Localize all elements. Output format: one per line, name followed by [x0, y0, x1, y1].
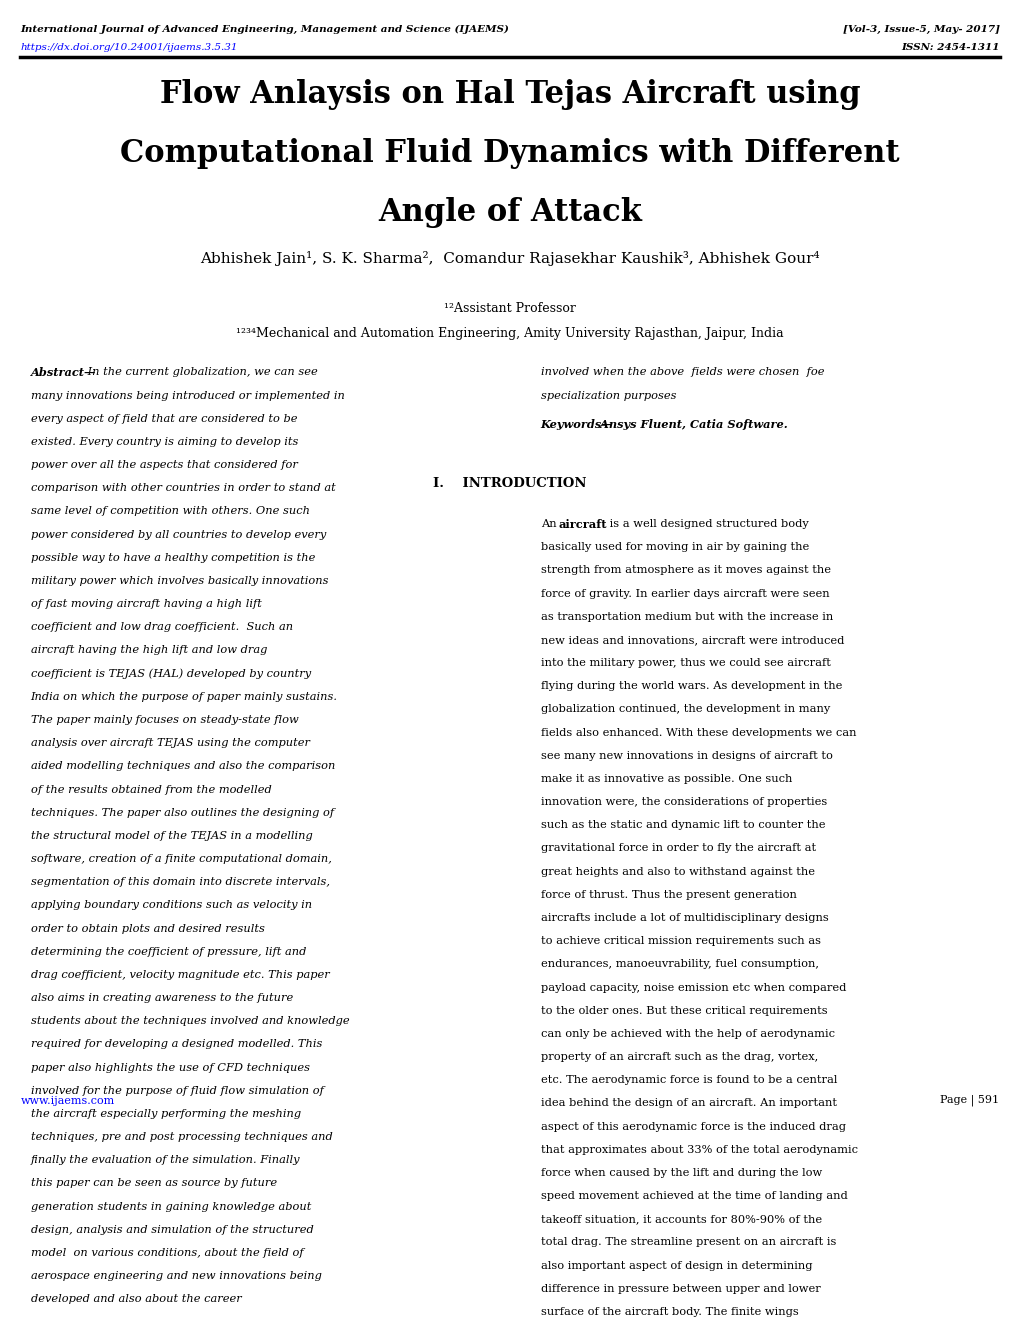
Text: military power which involves basically innovations: military power which involves basically … [31, 576, 328, 586]
Text: order to obtain plots and desired results: order to obtain plots and desired result… [31, 924, 264, 933]
Text: involved for the purpose of fluid flow simulation of: involved for the purpose of fluid flow s… [31, 1086, 323, 1096]
Text: specialization purposes: specialization purposes [540, 391, 676, 400]
Text: force of gravity. In earlier days aircraft were seen: force of gravity. In earlier days aircra… [540, 589, 828, 598]
Text: endurances, manoeuvrability, fuel consumption,: endurances, manoeuvrability, fuel consum… [540, 960, 818, 969]
Text: the structural model of the TEJAS in a modelling: the structural model of the TEJAS in a m… [31, 830, 312, 841]
Text: into the military power, thus we could see aircraft: into the military power, thus we could s… [540, 659, 829, 668]
Text: also important aspect of design in determining: also important aspect of design in deter… [540, 1261, 811, 1271]
Text: same level of competition with others. One such: same level of competition with others. O… [31, 507, 310, 516]
Text: required for developing a designed modelled. This: required for developing a designed model… [31, 1039, 322, 1049]
Text: aircraft: aircraft [557, 519, 606, 531]
Text: In the current globalization, we can see: In the current globalization, we can see [84, 367, 317, 378]
Text: total drag. The streamline present on an aircraft is: total drag. The streamline present on an… [540, 1237, 836, 1247]
Text: Abstract—: Abstract— [31, 367, 96, 379]
Text: involved when the above  fields were chosen  foe: involved when the above fields were chos… [540, 367, 823, 378]
Text: aided modelling techniques and also the comparison: aided modelling techniques and also the … [31, 762, 334, 771]
Text: determining the coefficient of pressure, lift and: determining the coefficient of pressure,… [31, 946, 306, 957]
Text: of fast moving aircraft having a high lift: of fast moving aircraft having a high li… [31, 599, 261, 609]
Text: make it as innovative as possible. One such: make it as innovative as possible. One s… [540, 774, 791, 784]
Text: comparison with other countries in order to stand at: comparison with other countries in order… [31, 483, 335, 494]
Text: drag coefficient, velocity magnitude etc. This paper: drag coefficient, velocity magnitude etc… [31, 970, 329, 979]
Text: coefficient is TEJAS (HAL) developed by country: coefficient is TEJAS (HAL) developed by … [31, 669, 311, 680]
Text: analysis over aircraft TEJAS using the computer: analysis over aircraft TEJAS using the c… [31, 738, 310, 748]
Text: The paper mainly focuses on steady-state flow: The paper mainly focuses on steady-state… [31, 715, 299, 725]
Text: coefficient and low drag coefficient.  Such an: coefficient and low drag coefficient. Su… [31, 622, 292, 632]
Text: can only be achieved with the help of aerodynamic: can only be achieved with the help of ae… [540, 1028, 834, 1039]
Text: that approximates about 33% of the total aerodynamic: that approximates about 33% of the total… [540, 1144, 857, 1155]
Text: finally the evaluation of the simulation. Finally: finally the evaluation of the simulation… [31, 1155, 300, 1166]
Text: difference in pressure between upper and lower: difference in pressure between upper and… [540, 1284, 819, 1294]
Text: to the older ones. But these critical requirements: to the older ones. But these critical re… [540, 1006, 826, 1015]
Text: Flow Anlaysis on Hal Tejas Aircraft using: Flow Anlaysis on Hal Tejas Aircraft usin… [160, 79, 859, 110]
Text: speed movement achieved at the time of landing and: speed movement achieved at the time of l… [540, 1191, 847, 1201]
Text: Computational Fluid Dynamics with Different: Computational Fluid Dynamics with Differ… [120, 137, 899, 169]
Text: property of an aircraft such as the drag, vortex,: property of an aircraft such as the drag… [540, 1052, 817, 1063]
Text: Page | 591: Page | 591 [940, 1094, 999, 1106]
Text: fields also enhanced. With these developments we can: fields also enhanced. With these develop… [540, 727, 855, 738]
Text: generation students in gaining knowledge about: generation students in gaining knowledge… [31, 1201, 311, 1212]
Text: such as the static and dynamic lift to counter the: such as the static and dynamic lift to c… [540, 820, 824, 830]
Text: strength from atmosphere as it moves against the: strength from atmosphere as it moves aga… [540, 565, 829, 576]
Text: segmentation of this domain into discrete intervals,: segmentation of this domain into discret… [31, 878, 329, 887]
Text: India on which the purpose of paper mainly sustains.: India on which the purpose of paper main… [31, 692, 337, 702]
Text: Keywords—: Keywords— [540, 420, 612, 430]
Text: every aspect of field that are considered to be: every aspect of field that are considere… [31, 413, 297, 424]
Text: ¹²³⁴Mechanical and Automation Engineering, Amity University Rajasthan, Jaipur, I: ¹²³⁴Mechanical and Automation Engineerin… [236, 327, 783, 339]
Text: gravitational force in order to fly the aircraft at: gravitational force in order to fly the … [540, 843, 815, 854]
Text: surface of the aircraft body. The finite wings: surface of the aircraft body. The finite… [540, 1307, 798, 1317]
Text: An: An [540, 519, 559, 529]
Text: see many new innovations in designs of aircraft to: see many new innovations in designs of a… [540, 751, 832, 760]
Text: software, creation of a finite computational domain,: software, creation of a finite computati… [31, 854, 331, 865]
Text: as transportation medium but with the increase in: as transportation medium but with the in… [540, 611, 833, 622]
Text: https://dx.doi.org/10.24001/ijaems.3.5.31: https://dx.doi.org/10.24001/ijaems.3.5.3… [20, 44, 237, 51]
Text: aircraft having the high lift and low drag: aircraft having the high lift and low dr… [31, 645, 267, 656]
Text: etc. The aerodynamic force is found to be a central: etc. The aerodynamic force is found to b… [540, 1076, 837, 1085]
Text: basically used for moving in air by gaining the: basically used for moving in air by gain… [540, 543, 808, 552]
Text: to achieve critical mission requirements such as: to achieve critical mission requirements… [540, 936, 820, 946]
Text: globalization continued, the development in many: globalization continued, the development… [540, 705, 829, 714]
Text: force of thrust. Thus the present generation: force of thrust. Thus the present genera… [540, 890, 796, 900]
Text: www.ijaems.com: www.ijaems.com [20, 1096, 114, 1106]
Text: power over all the aspects that considered for: power over all the aspects that consider… [31, 461, 298, 470]
Text: students about the techniques involved and knowledge: students about the techniques involved a… [31, 1016, 348, 1026]
Text: aerospace engineering and new innovations being: aerospace engineering and new innovation… [31, 1271, 321, 1282]
Text: also aims in creating awareness to the future: also aims in creating awareness to the f… [31, 993, 292, 1003]
Text: force when caused by the lift and during the low: force when caused by the lift and during… [540, 1168, 821, 1177]
Text: I.    INTRODUCTION: I. INTRODUCTION [433, 478, 586, 490]
Text: possible way to have a healthy competition is the: possible way to have a healthy competiti… [31, 553, 315, 562]
Text: many innovations being introduced or implemented in: many innovations being introduced or imp… [31, 391, 344, 400]
Text: ¹²Assistant Professor: ¹²Assistant Professor [443, 302, 576, 315]
Text: new ideas and innovations, aircraft were introduced: new ideas and innovations, aircraft were… [540, 635, 843, 645]
Text: idea behind the design of an aircraft. An important: idea behind the design of an aircraft. A… [540, 1098, 836, 1109]
Text: [Vol-3, Issue-5, May- 2017]: [Vol-3, Issue-5, May- 2017] [842, 25, 999, 34]
Text: innovation were, the considerations of properties: innovation were, the considerations of p… [540, 797, 826, 807]
Text: Abhishek Jain¹, S. K. Sharma²,  Comandur Rajasekhar Kaushik³, Abhishek Gour⁴: Abhishek Jain¹, S. K. Sharma², Comandur … [200, 251, 819, 265]
Text: applying boundary conditions such as velocity in: applying boundary conditions such as vel… [31, 900, 312, 911]
Text: great heights and also to withstand against the: great heights and also to withstand agai… [540, 867, 814, 876]
Text: this paper can be seen as source by future: this paper can be seen as source by futu… [31, 1179, 276, 1188]
Text: aircrafts include a lot of multidisciplinary designs: aircrafts include a lot of multidiscipli… [540, 913, 827, 923]
Text: takeoff situation, it accounts for 80%-90% of the: takeoff situation, it accounts for 80%-9… [540, 1214, 821, 1224]
Text: is a well designed structured body: is a well designed structured body [605, 519, 808, 529]
Text: techniques. The paper also outlines the designing of: techniques. The paper also outlines the … [31, 808, 333, 817]
Text: techniques, pre and post processing techniques and: techniques, pre and post processing tech… [31, 1133, 332, 1142]
Text: of the results obtained from the modelled: of the results obtained from the modelle… [31, 784, 271, 795]
Text: International Journal of Advanced Engineering, Management and Science (IJAEMS): International Journal of Advanced Engine… [20, 25, 508, 34]
Text: Ansys Fluent, Catia Software.: Ansys Fluent, Catia Software. [595, 420, 787, 430]
Text: design, analysis and simulation of the structured: design, analysis and simulation of the s… [31, 1225, 313, 1234]
Text: existed. Every country is aiming to develop its: existed. Every country is aiming to deve… [31, 437, 298, 447]
Text: developed and also about the career: developed and also about the career [31, 1295, 242, 1304]
Text: the aircraft especially performing the meshing: the aircraft especially performing the m… [31, 1109, 301, 1119]
Text: paper also highlights the use of CFD techniques: paper also highlights the use of CFD tec… [31, 1063, 310, 1073]
Text: model  on various conditions, about the field of: model on various conditions, about the f… [31, 1247, 303, 1258]
Text: ISSN: 2454-1311: ISSN: 2454-1311 [900, 44, 999, 51]
Text: payload capacity, noise emission etc when compared: payload capacity, noise emission etc whe… [540, 982, 845, 993]
Text: power considered by all countries to develop every: power considered by all countries to dev… [31, 529, 325, 540]
Text: aspect of this aerodynamic force is the induced drag: aspect of this aerodynamic force is the … [540, 1122, 845, 1131]
Text: Angle of Attack: Angle of Attack [378, 197, 641, 227]
Text: flying during the world wars. As development in the: flying during the world wars. As develop… [540, 681, 841, 692]
